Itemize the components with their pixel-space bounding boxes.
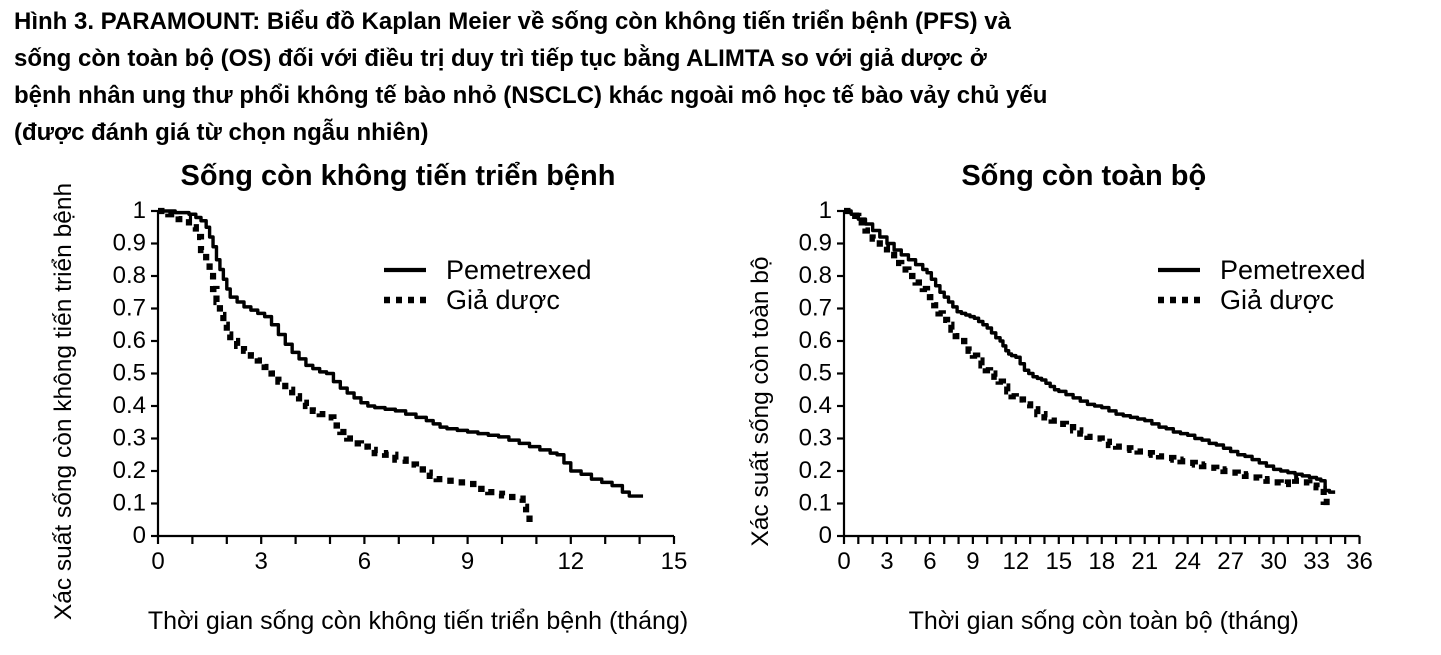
svg-text:0: 0 bbox=[133, 522, 146, 549]
svg-text:Giả dược: Giả dược bbox=[1220, 285, 1334, 315]
svg-text:0.9: 0.9 bbox=[799, 230, 832, 257]
svg-text:1: 1 bbox=[819, 197, 832, 224]
svg-text:30: 30 bbox=[1260, 548, 1287, 575]
svg-text:0.9: 0.9 bbox=[113, 230, 146, 257]
svg-text:0.8: 0.8 bbox=[113, 262, 146, 289]
svg-text:0.2: 0.2 bbox=[113, 457, 146, 484]
svg-text:0: 0 bbox=[837, 548, 850, 575]
svg-text:9: 9 bbox=[461, 548, 474, 575]
svg-text:0.4: 0.4 bbox=[113, 392, 146, 419]
svg-text:18: 18 bbox=[1088, 548, 1115, 575]
svg-text:Thời gian sống còn không tiến: Thời gian sống còn không tiến triển bệnh… bbox=[148, 607, 688, 635]
svg-text:3: 3 bbox=[255, 548, 268, 575]
svg-text:6: 6 bbox=[923, 548, 936, 575]
svg-text:0.3: 0.3 bbox=[113, 425, 146, 452]
svg-text:12: 12 bbox=[1002, 548, 1029, 575]
svg-text:24: 24 bbox=[1174, 548, 1201, 575]
svg-text:36: 36 bbox=[1346, 548, 1373, 575]
svg-text:21: 21 bbox=[1131, 548, 1158, 575]
svg-text:0.7: 0.7 bbox=[113, 295, 146, 322]
svg-text:0.3: 0.3 bbox=[799, 425, 832, 452]
svg-text:12: 12 bbox=[557, 548, 584, 575]
svg-text:15: 15 bbox=[661, 548, 688, 575]
svg-text:0.8: 0.8 bbox=[799, 262, 832, 289]
svg-text:Sống còn toàn bộ: Sống còn toàn bộ bbox=[961, 160, 1206, 192]
svg-text:0.6: 0.6 bbox=[113, 327, 146, 354]
svg-text:Thời gian sống còn toàn bộ (th: Thời gian sống còn toàn bộ (tháng) bbox=[909, 607, 1299, 635]
svg-text:0.1: 0.1 bbox=[113, 490, 146, 517]
svg-text:0.6: 0.6 bbox=[799, 327, 832, 354]
svg-text:Pemetrexed: Pemetrexed bbox=[1220, 255, 1366, 285]
svg-text:9: 9 bbox=[966, 548, 979, 575]
svg-text:0: 0 bbox=[819, 522, 832, 549]
svg-text:27: 27 bbox=[1217, 548, 1244, 575]
svg-text:3: 3 bbox=[880, 548, 893, 575]
svg-text:6: 6 bbox=[358, 548, 371, 575]
svg-text:Pemetrexed: Pemetrexed bbox=[446, 255, 592, 285]
svg-text:15: 15 bbox=[1045, 548, 1072, 575]
svg-text:0.5: 0.5 bbox=[799, 360, 832, 387]
svg-text:0.1: 0.1 bbox=[799, 490, 832, 517]
svg-text:Sống còn không tiến triển bệnh: Sống còn không tiến triển bệnh bbox=[181, 160, 616, 192]
svg-text:Giả dược: Giả dược bbox=[446, 285, 560, 315]
svg-text:0.2: 0.2 bbox=[799, 457, 832, 484]
svg-text:33: 33 bbox=[1303, 548, 1330, 575]
svg-text:1: 1 bbox=[133, 197, 146, 224]
svg-text:Xác suất sống còn toàn bộ: Xác suất sống còn toàn bộ bbox=[747, 256, 774, 546]
svg-text:0: 0 bbox=[151, 548, 164, 575]
svg-text:0.7: 0.7 bbox=[799, 295, 832, 322]
svg-text:Xác suất sống còn không tiến t: Xác suất sống còn không tiến triển bệnh bbox=[50, 183, 77, 620]
svg-text:0.5: 0.5 bbox=[113, 360, 146, 387]
svg-text:0.4: 0.4 bbox=[799, 392, 832, 419]
